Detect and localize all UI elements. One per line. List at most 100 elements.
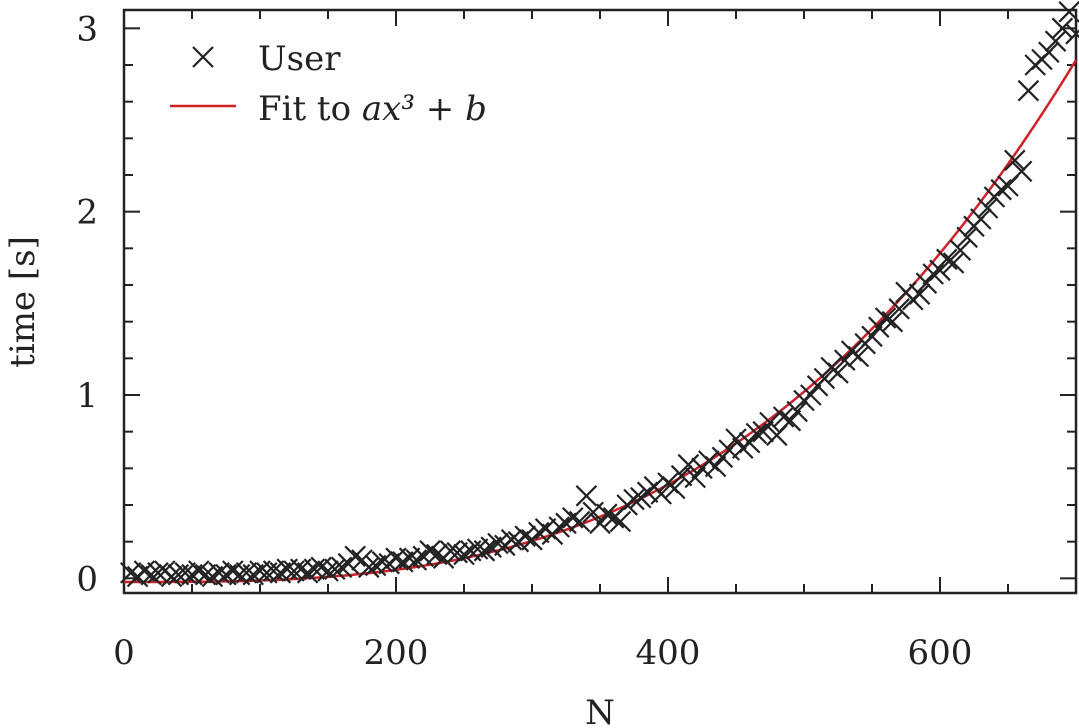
data-point xyxy=(1017,79,1040,102)
data-point xyxy=(650,483,672,505)
data-point xyxy=(1051,17,1074,40)
data-point xyxy=(242,563,264,586)
legend-label-user: User xyxy=(258,39,341,79)
data-point xyxy=(888,298,910,320)
data-point xyxy=(296,562,319,584)
x-tick-label: 200 xyxy=(364,633,429,673)
data-point xyxy=(120,562,142,584)
data-point xyxy=(473,540,496,562)
data-point xyxy=(262,560,285,582)
data-point xyxy=(303,558,326,580)
legend: User Fit to ax³ + b xyxy=(170,39,487,129)
x-tick-label: 600 xyxy=(908,633,973,673)
data-point xyxy=(208,562,230,584)
data-point xyxy=(929,259,951,282)
data-point xyxy=(800,384,822,406)
data-point xyxy=(514,525,536,547)
data-point xyxy=(480,536,502,558)
data-point xyxy=(738,431,761,454)
y-tick-label: 1 xyxy=(76,376,98,416)
data-point xyxy=(847,345,870,368)
axis-tick-labels: 0 200 400 600 0 1 2 3 xyxy=(76,9,972,673)
data-point xyxy=(670,464,693,487)
data-point xyxy=(419,540,441,562)
x-tick-label: 400 xyxy=(636,633,701,673)
data-point xyxy=(188,560,210,582)
fit-curve xyxy=(124,59,1078,584)
legend-cross-marker xyxy=(192,46,214,68)
data-point xyxy=(881,310,904,333)
data-point xyxy=(582,501,604,524)
data-point xyxy=(874,307,897,329)
axis-ticks xyxy=(123,10,1077,593)
data-point xyxy=(623,488,645,511)
data-point xyxy=(324,558,346,580)
data-point xyxy=(609,510,632,533)
y-tick-label: 0 xyxy=(76,559,98,599)
data-point xyxy=(562,507,584,529)
data-point xyxy=(596,503,618,525)
legend-label-fit: Fit to ax³ + b xyxy=(258,89,487,129)
data-point xyxy=(426,543,448,566)
data-point xyxy=(1038,41,1060,63)
data-point xyxy=(528,521,550,544)
data-point xyxy=(936,248,958,271)
data-point xyxy=(1010,160,1033,183)
data-point xyxy=(718,439,740,461)
data-point xyxy=(392,551,414,573)
data-point xyxy=(786,400,808,423)
data-point xyxy=(942,252,965,274)
data-point xyxy=(745,422,768,445)
data-point xyxy=(194,563,217,586)
data-point xyxy=(990,178,1012,201)
data-point xyxy=(235,562,258,584)
data-point xyxy=(834,349,856,371)
data-point xyxy=(446,541,468,564)
data-point xyxy=(548,516,570,538)
data-point xyxy=(976,197,999,219)
data-point xyxy=(453,543,475,566)
data-point xyxy=(1065,23,1079,45)
data-point xyxy=(908,283,931,305)
data-point xyxy=(725,428,747,450)
data-point xyxy=(759,411,781,434)
data-point xyxy=(364,554,387,577)
user-markers xyxy=(120,1,1079,588)
data-point xyxy=(970,208,992,230)
data-point xyxy=(310,556,332,579)
data-point xyxy=(868,316,890,338)
data-point xyxy=(779,409,802,432)
data-point xyxy=(752,420,774,443)
data-point xyxy=(398,547,421,569)
data-point xyxy=(1004,149,1026,172)
legend-label-fit-math: ax³ + b xyxy=(362,89,487,129)
data-point xyxy=(1044,30,1067,52)
data-point xyxy=(371,551,394,573)
data-point xyxy=(466,538,489,560)
data-point xyxy=(500,529,523,551)
y-tick-label: 3 xyxy=(76,9,98,49)
data-point xyxy=(677,453,700,476)
data-point xyxy=(589,512,611,535)
data-point xyxy=(269,562,292,584)
x-tick-label: 0 xyxy=(113,633,135,673)
data-point xyxy=(664,477,686,500)
data-point xyxy=(861,325,883,348)
data-point xyxy=(140,563,162,586)
data-point xyxy=(344,545,366,568)
data-point xyxy=(160,565,183,588)
data-point xyxy=(405,549,428,571)
data-point xyxy=(827,362,849,384)
data-point xyxy=(575,485,598,507)
data-point xyxy=(201,565,224,588)
data-point xyxy=(487,532,509,555)
y-tick-label: 2 xyxy=(76,193,98,233)
data-point xyxy=(684,466,706,489)
data-point xyxy=(439,540,462,562)
data-point xyxy=(704,455,727,478)
data-point xyxy=(813,367,836,390)
data-point xyxy=(222,560,244,582)
legend-label-fit-prefix: Fit to xyxy=(258,89,362,129)
data-point xyxy=(358,556,380,579)
